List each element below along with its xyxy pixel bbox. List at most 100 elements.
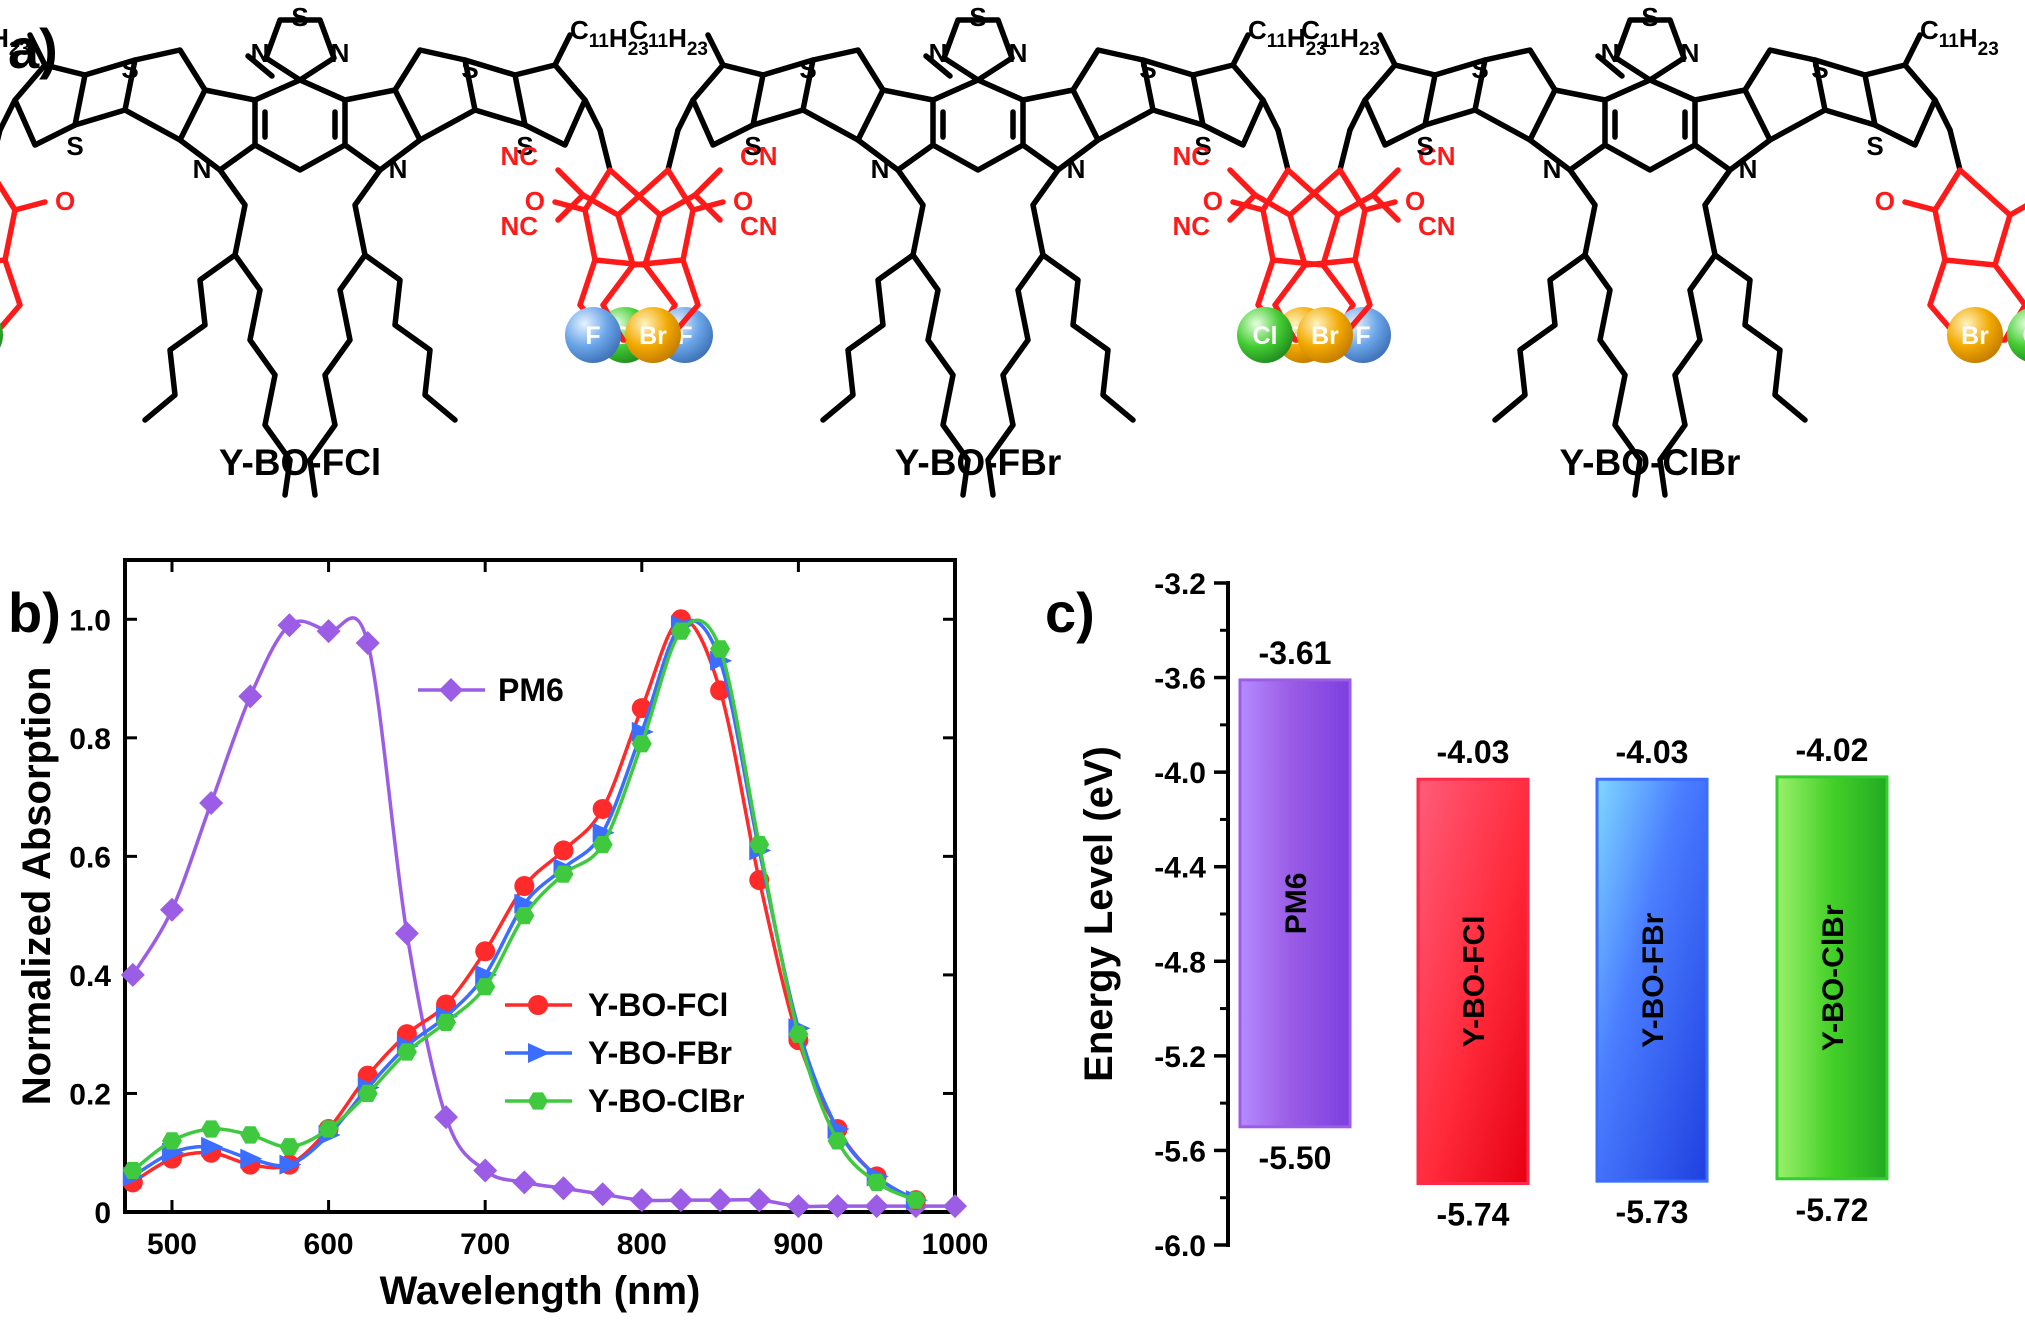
homo-label: -5.73 [1616, 1194, 1689, 1230]
alkyl-label: C11H23 [1248, 15, 1327, 60]
y-tick-label: -4.4 [1154, 852, 1206, 885]
end-group-atom: NC [1172, 211, 1210, 241]
data-point [592, 835, 613, 854]
panel-c-letter: c) [1045, 581, 1095, 644]
series-y-bo-clbr [122, 618, 926, 1209]
data-point [590, 1182, 615, 1207]
data-point [120, 962, 145, 987]
halogen-symbol: Cl [2023, 322, 2025, 350]
y-axis-title: Normalized Absorption [15, 667, 59, 1106]
x-tick-label: 900 [773, 1228, 823, 1261]
x-tick-label: 600 [304, 1228, 354, 1261]
end-group-atom: O [733, 186, 753, 216]
end-group-atom: O [1203, 186, 1223, 216]
data-point [710, 680, 731, 701]
data-point [279, 1138, 300, 1156]
bar-name: Y-BO-ClBr [1817, 904, 1850, 1051]
atom-label: S [121, 54, 138, 84]
halogen-ball-br [625, 307, 681, 363]
y-tick-label: 0.8 [69, 723, 111, 756]
y-tick-label: -3.6 [1154, 663, 1206, 696]
legend-marker [528, 1092, 548, 1110]
halogen-symbol: Br [639, 322, 667, 350]
atom-label: S [1866, 131, 1883, 161]
y-tick-label: 0.6 [69, 841, 111, 874]
molecule-y-bo-clbr: SNNSSSSNNC11H23C11H23NCNCOCNCNOClBrBrClY… [1172, 2, 2025, 495]
alkyl-label: C11H23 [0, 15, 30, 60]
halogen-symbol: F [1355, 322, 1370, 350]
atom-label: S [461, 54, 478, 84]
atom-label: N [193, 154, 212, 184]
atom-label: N [1681, 38, 1700, 68]
atom-label: S [1471, 54, 1488, 84]
y-tick-label: -4.0 [1154, 757, 1206, 790]
halogen-ball-br [1297, 307, 1353, 363]
data-point [318, 1120, 339, 1138]
data-point [747, 1188, 772, 1213]
data-point [551, 1176, 576, 1201]
alkyl-label: C11H23 [1920, 15, 1999, 60]
y-tick-label: 1.0 [69, 604, 111, 637]
data-point [240, 1126, 261, 1144]
x-tick-label: 500 [147, 1228, 197, 1261]
data-point [201, 1136, 224, 1157]
atom-label: S [744, 131, 761, 161]
absorption-chart: 500 600 700 800 900 1000 0 0.2 0.4 0.6 0.8 1.0 Wavel… [15, 558, 988, 1313]
halogen-ball-br [1947, 307, 2003, 363]
data-point [238, 684, 263, 709]
atom-label: N [1601, 38, 1620, 68]
data-point [788, 1025, 809, 1043]
molecule-y-bo-fbr: SNNSSSSNNC11H23C11H23NCNCOCNCNOFBrBrFY-B… [500, 2, 1456, 495]
end-group-atom: CN [1418, 211, 1456, 241]
halogen-ball-cl [2007, 308, 2025, 362]
homo-label: -5.50 [1259, 1140, 1332, 1176]
y-tick-label: 0.4 [69, 960, 111, 993]
data-point [475, 941, 496, 962]
alkyl-label: C11H23 [629, 15, 708, 60]
atom-label: S [516, 131, 533, 161]
legend-marker [528, 995, 548, 1015]
molecule-name: Y-BO-FBr [895, 442, 1062, 483]
halogen-ball-cl [1237, 307, 1293, 363]
legend-label: PM6 [498, 672, 564, 708]
bar-name: PM6 [1280, 873, 1313, 935]
atom-label: N [1067, 154, 1086, 184]
data-point [396, 1043, 417, 1061]
atom-label: N [331, 38, 350, 68]
data-point [475, 978, 496, 996]
data-point [473, 1158, 498, 1183]
bar-name: Y-BO-FCl [1458, 916, 1491, 1048]
x-tick-label: 800 [617, 1228, 667, 1261]
halogen-ball-cl [0, 322, 3, 348]
data-point [749, 835, 770, 854]
data-point [201, 1120, 222, 1138]
bar-y-bo-fcl: -4.03 -5.74 Y-BO-FCl [1416, 734, 1530, 1233]
bar-name: Y-BO-FBr [1637, 912, 1670, 1047]
lumo-label: -4.02 [1796, 732, 1869, 768]
molecule-skeleton [558, 20, 1398, 495]
lumo-label: -4.03 [1437, 734, 1510, 770]
legend-y-bo-clbr: Y-BO-ClBr [505, 1083, 744, 1119]
homo-label: -5.72 [1796, 1192, 1869, 1228]
series-pm6 [120, 613, 967, 1219]
legend-label: Y-BO-ClBr [588, 1083, 744, 1119]
y-tick-label: -6.0 [1154, 1230, 1206, 1263]
end-group-atom: O [525, 186, 545, 216]
data-point [825, 1194, 850, 1219]
energy-level-chart: -3.2 -3.6 -4.0 -4.4 -4.8 -5.2 -5.6 -6.0 Energy L… [1077, 568, 1889, 1263]
atom-label: N [1739, 154, 1758, 184]
atom-label: N [251, 38, 270, 68]
data-point [592, 798, 613, 819]
molecule-y-bo-fcl: SNNSSSSNNC11H23C11H23NCNCOCNCNOFClClFY-B… [0, 2, 778, 495]
molecule-name: Y-BO-ClBr [1560, 442, 1741, 483]
atom-label: S [1194, 131, 1211, 161]
atom-label: N [929, 38, 948, 68]
end-group-atom: CN [740, 211, 778, 241]
data-point [631, 735, 652, 753]
data-point [436, 1013, 457, 1031]
end-group-atom: O [55, 186, 75, 216]
data-point [159, 897, 184, 922]
data-point [122, 1161, 143, 1180]
y-tick-label: 0 [94, 1197, 111, 1230]
